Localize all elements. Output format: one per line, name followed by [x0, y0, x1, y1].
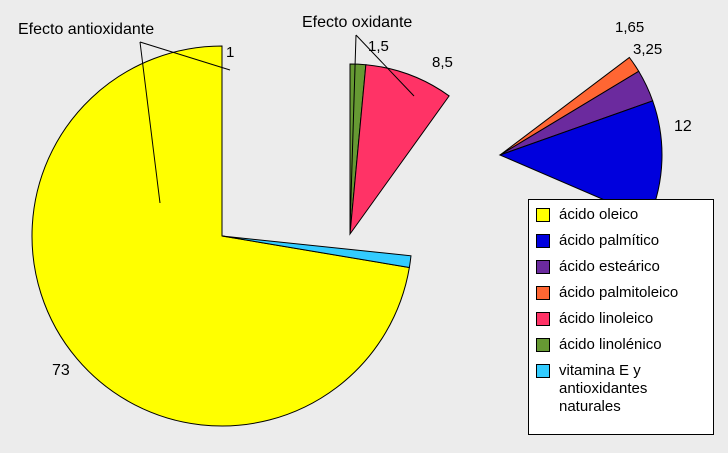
value-label-acido-estearico: 3,25 — [633, 41, 662, 58]
value-label-acido-palmitoleico: 1,65 — [615, 19, 644, 36]
legend-item-acido-palmitico: ácido palmítico — [536, 232, 707, 258]
legend: ácido oleico ácido palmítico ácido esteá… — [528, 199, 714, 435]
legend-item-vitamina-e: vitamina E y antioxidantes naturales — [536, 362, 707, 416]
legend-swatch — [536, 364, 550, 378]
pie-slice-vitamina-e-y-antioxidantes-naturales — [221, 235, 412, 269]
legend-item-acido-linoleico: ácido linoleico — [536, 310, 707, 336]
legend-swatch — [536, 208, 550, 222]
legend-swatch — [536, 260, 550, 274]
legend-label: ácido oleico — [559, 206, 639, 223]
leader-line-efecto-antioxidante-0 — [139, 41, 161, 204]
value-label-vitamina-e-y-antioxidantes-naturales: 1 — [226, 44, 234, 61]
legend-label: ácido palmitoleico — [559, 284, 679, 301]
legend-label: vitamina E y antioxidantes naturales — [559, 362, 648, 415]
leader-line-efecto-oxidante-0 — [349, 34, 357, 231]
group-annotation-efecto-oxidante: Efecto oxidante — [302, 14, 412, 31]
legend-label: ácido esteárico — [559, 258, 660, 275]
legend-label: ácido linoleico — [559, 310, 654, 327]
value-label-acido-palmitico: 12 — [674, 118, 692, 135]
value-label-acido-oleico: 73 — [52, 362, 70, 379]
leader-line-efecto-antioxidante-1 — [139, 41, 231, 71]
legend-swatch — [536, 312, 550, 326]
legend-swatch — [536, 286, 550, 300]
legend-item-acido-estearico: ácido esteárico — [536, 258, 707, 284]
leader-line-efecto-oxidante-1 — [355, 34, 415, 97]
legend-label: ácido palmítico — [559, 232, 660, 249]
group-annotation-efecto-antioxidante: Efecto antioxidante — [18, 21, 154, 38]
legend-item-acido-oleico: ácido oleico — [536, 206, 707, 232]
legend-item-acido-linolenico: ácido linolénico — [536, 336, 707, 362]
legend-item-acido-palmitoleico: ácido palmitoleico — [536, 284, 707, 310]
pie-slice-acido-oleico — [31, 45, 410, 427]
pie-slice-acido-linoleico — [349, 64, 450, 236]
legend-swatch — [536, 234, 550, 248]
legend-label: ácido linolénico — [559, 336, 662, 353]
value-label-acido-linoleico: 8,5 — [432, 54, 453, 71]
value-label-acido-linolenico: 1,5 — [368, 38, 389, 55]
legend-swatch — [536, 338, 550, 352]
